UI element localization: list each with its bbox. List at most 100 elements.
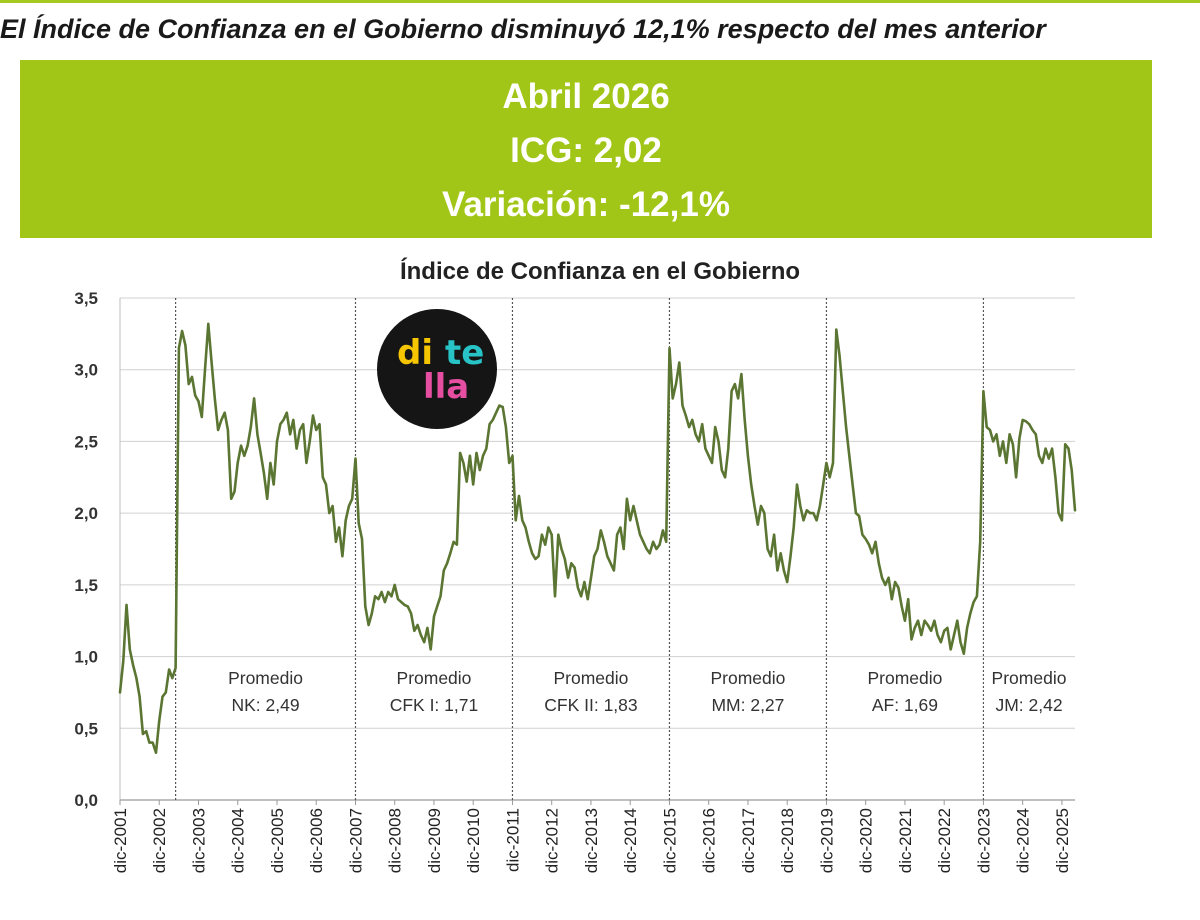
data-point — [962, 652, 965, 655]
data-point — [429, 648, 432, 651]
data-point — [1051, 447, 1054, 450]
data-point — [815, 519, 818, 522]
data-point — [877, 562, 880, 565]
data-point — [511, 454, 514, 457]
data-point — [148, 741, 151, 744]
data-point — [920, 634, 923, 636]
data-point — [534, 558, 537, 560]
average-label-value: AF: 1,69 — [872, 695, 938, 715]
y-tick-label: 1,5 — [74, 576, 98, 595]
data-point — [946, 626, 949, 629]
data-point — [171, 677, 174, 679]
data-point — [174, 667, 177, 669]
data-point — [943, 629, 946, 632]
data-point — [864, 538, 867, 540]
data-point — [145, 730, 148, 733]
average-label-value: MM: 2,27 — [711, 695, 784, 715]
data-point — [982, 390, 985, 393]
data-point — [1015, 476, 1018, 479]
data-point — [913, 626, 916, 629]
data-point — [845, 426, 847, 428]
x-tick-label: dic-2014 — [621, 808, 640, 873]
data-point — [622, 548, 625, 550]
data-point — [498, 404, 501, 407]
data-point — [779, 552, 782, 555]
data-point — [1064, 443, 1067, 446]
data-point — [854, 512, 857, 515]
data-point — [276, 440, 278, 443]
data-point — [792, 526, 795, 529]
data-point — [776, 569, 779, 572]
data-point — [799, 505, 802, 507]
data-point — [233, 490, 236, 493]
data-point — [570, 562, 573, 565]
x-tick-label: dic-2005 — [268, 808, 287, 873]
data-point — [439, 595, 442, 598]
data-point — [446, 562, 448, 565]
data-point — [1057, 512, 1060, 515]
data-point — [541, 533, 543, 536]
x-tick-label: dic-2009 — [425, 808, 444, 873]
average-label-value: CFK I: 1,71 — [390, 695, 479, 715]
headline: El Índice de Confianza en el Gobierno di… — [0, 14, 1046, 44]
data-point — [125, 604, 128, 606]
data-point — [1031, 429, 1034, 431]
x-tick-label: dic-2017 — [739, 808, 758, 873]
average-label-title: Promedio — [397, 668, 472, 688]
data-point — [681, 404, 684, 407]
data-point — [1047, 457, 1050, 460]
data-point — [331, 505, 334, 507]
data-point — [583, 581, 586, 583]
data-point — [132, 664, 134, 667]
data-point — [485, 447, 488, 450]
data-point — [773, 533, 776, 536]
data-point — [537, 555, 540, 558]
data-point — [367, 624, 370, 626]
y-tick-label: 2,5 — [74, 432, 98, 451]
data-point — [557, 533, 560, 536]
data-point — [724, 476, 726, 479]
summary-banner: Abril 2026 ICG: 2,02 Variación: -12,1% — [20, 60, 1152, 238]
data-point — [164, 691, 167, 694]
data-point — [187, 383, 190, 385]
data-point — [573, 566, 576, 569]
data-point — [341, 555, 344, 558]
data-point — [338, 526, 341, 529]
x-tick-label: dic-2019 — [817, 808, 836, 873]
data-point — [357, 522, 360, 525]
series-line — [118, 322, 1077, 754]
data-point — [259, 452, 262, 454]
data-point — [505, 426, 507, 428]
data-point — [923, 619, 926, 622]
data-point — [635, 519, 638, 522]
x-tick-label: dic-2003 — [189, 808, 208, 873]
data-point — [907, 598, 910, 601]
data-point — [648, 552, 651, 555]
data-point — [671, 397, 674, 400]
data-point — [639, 533, 641, 536]
data-point — [704, 447, 707, 450]
x-tick-label: dic-2015 — [660, 808, 679, 873]
data-point — [740, 373, 743, 375]
data-point — [730, 390, 733, 393]
data-point — [766, 548, 769, 550]
x-tick-label: dic-2004 — [229, 808, 248, 873]
data-point — [1054, 476, 1057, 479]
data-point — [825, 462, 828, 464]
data-point — [590, 576, 592, 579]
average-label-title: Promedio — [228, 668, 303, 688]
data-point — [626, 497, 628, 500]
data-point — [151, 741, 154, 744]
data-point — [246, 444, 249, 447]
data-point — [161, 695, 164, 698]
data-point — [881, 576, 883, 579]
data-point — [652, 540, 654, 543]
data-point — [168, 668, 170, 671]
data-point — [789, 555, 792, 558]
data-point — [953, 634, 955, 636]
data-point — [756, 523, 759, 526]
data-point — [243, 454, 246, 457]
data-point — [194, 394, 197, 397]
logo-text-di: di — [397, 333, 433, 373]
